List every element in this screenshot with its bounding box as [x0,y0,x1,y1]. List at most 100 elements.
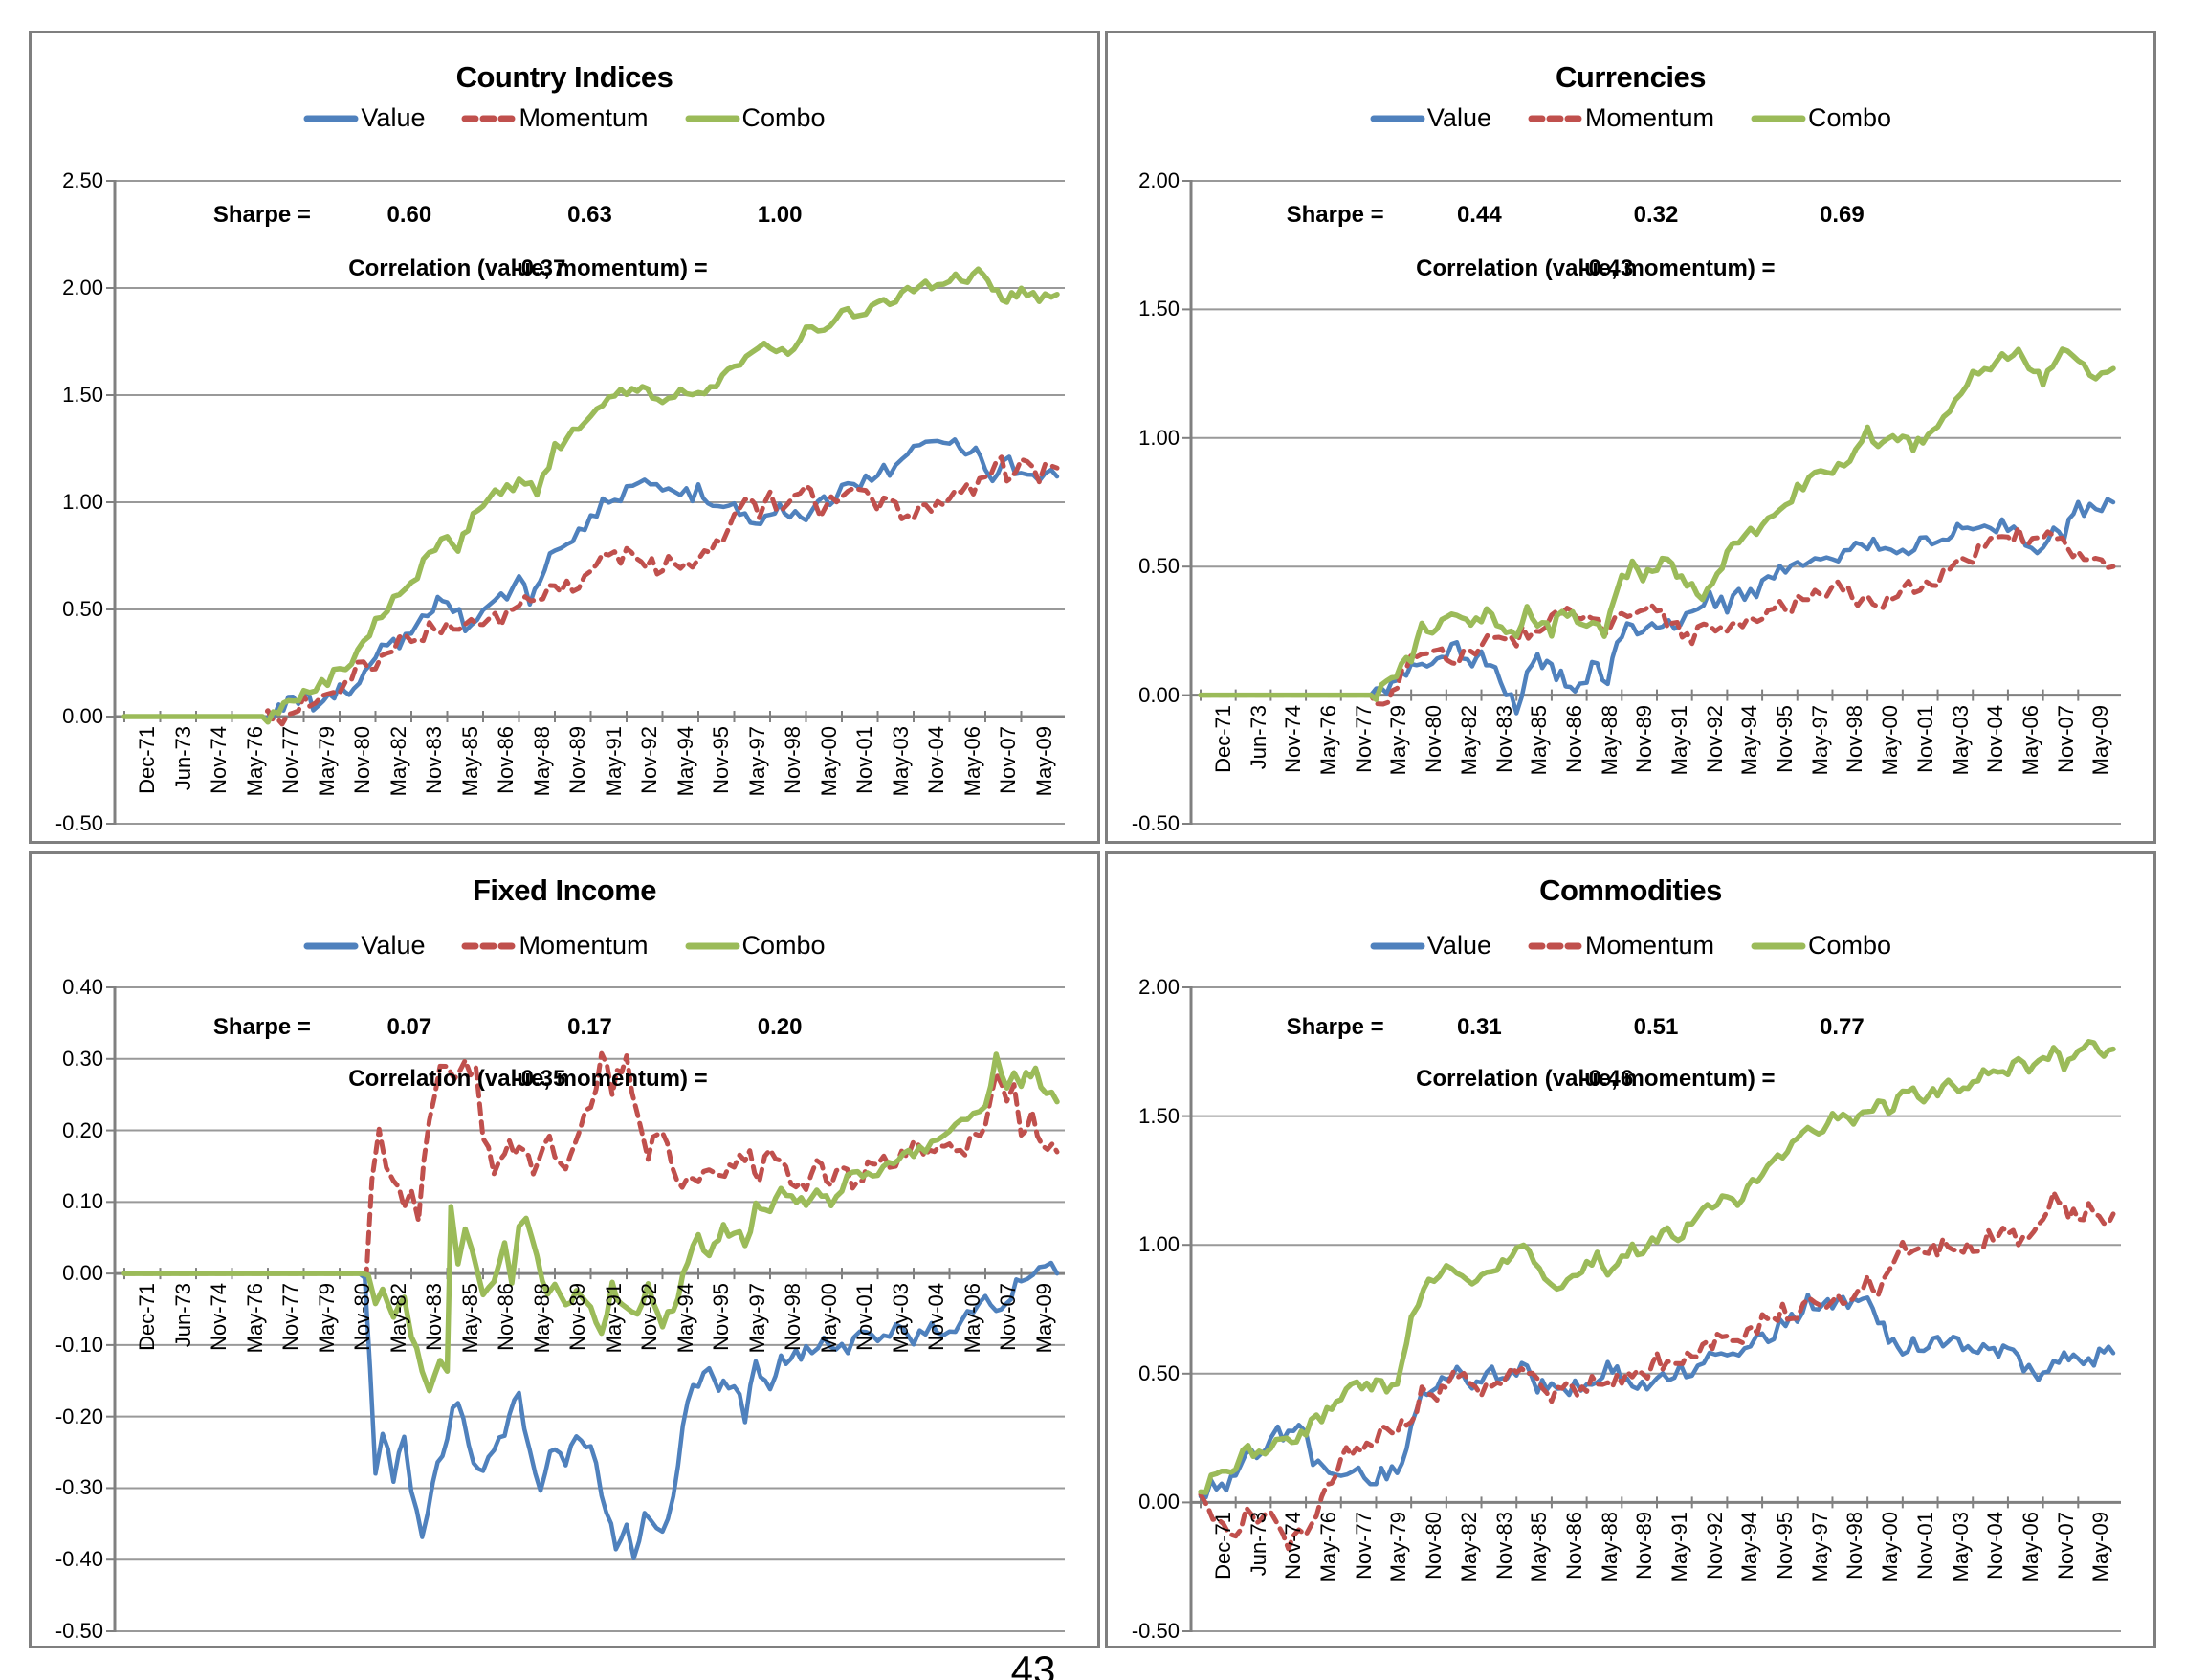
x-tick-label: May-88 [529,726,554,797]
x-tick-label: Jun-73 [1246,1512,1270,1577]
sharpe-value-momentum: 0.51 [1633,1014,1679,1040]
x-tick-label: May-76 [1316,1512,1341,1582]
x-tick-label: Nov-92 [1702,1512,1727,1581]
x-tick-label: May-09 [1031,726,1056,797]
legend-label: Momentum [519,931,649,960]
series-line-value [1198,1293,2116,1500]
legend-combo-line-swatch [685,942,740,949]
x-tick-label: May-85 [1527,1512,1552,1582]
y-tick-label: -0.50 [1131,811,1180,835]
chart-panel-commodities: Commodities Value Momentum Combo 2.00 1.50 1.0… [1105,851,2156,1648]
chart-panel-currencies: Currencies Value Momentum Combo 2.00 1.50 1.00… [1105,31,2156,844]
sharpe-value-momentum: 0.32 [1633,202,1679,228]
x-tick-label: Nov-77 [1351,704,1376,773]
legend-item-momentum: Momentum [461,931,649,961]
x-tick-label: Nov-83 [1491,704,1516,773]
x-tick-label: May-09 [1031,1283,1056,1354]
sharpe-value-value: 0.44 [1456,202,1502,228]
x-tick-label: Nov-95 [1773,704,1798,773]
x-tick-label: May-06 [2018,704,2042,775]
x-tick-label: May-94 [1737,1512,1762,1582]
x-tick-label: May-97 [744,726,769,797]
x-tick-label: Nov-07 [996,726,1020,794]
y-tick-label: 0.20 [62,1117,103,1142]
x-tick-label: May-06 [960,1283,984,1354]
series-line-momentum [121,454,1060,727]
x-tick-label: Nov-07 [2053,704,2078,773]
x-tick-label: May-00 [816,726,841,797]
y-tick-label: 1.00 [1138,1232,1180,1257]
x-tick-label: Jun-73 [170,1283,195,1348]
x-tick-label: Nov-74 [1281,704,1306,773]
legend-item-value: Value [303,931,425,961]
x-tick-label: Nov-89 [1632,704,1657,773]
legend-label: Value [1426,103,1491,132]
correlation-label: Correlation (value, momentum) = [348,255,708,281]
y-tick-label: 0.10 [62,1189,103,1214]
y-tick-label: 0.50 [1138,554,1180,579]
y-tick-label: 1.00 [62,490,103,514]
legend-value-line-swatch [1370,115,1425,122]
x-tick-label: Jun-73 [1246,704,1270,769]
x-tick-label: Nov-83 [422,726,446,794]
y-tick-label: 1.50 [62,383,103,407]
series-line-combo [1198,1039,2116,1495]
chart-legend: Value Momentum Combo [32,103,1097,133]
x-tick-label: Nov-83 [422,1283,446,1352]
legend-combo-line-swatch [685,115,740,122]
x-tick-label: May-79 [314,726,339,797]
x-tick-label: May-79 [1386,704,1411,775]
y-tick-label: 0.40 [62,975,103,999]
y-tick-label: 0.50 [62,597,103,621]
legend-item-value: Value [1370,931,1491,961]
correlation-label: Correlation (value, momentum) = [348,1066,708,1092]
correlation-label: Correlation (value, momentum) = [1416,255,1776,281]
legend-label: Momentum [1584,103,1715,132]
series-line-combo [121,1051,1060,1394]
y-tick-label: 0.30 [62,1046,103,1071]
x-tick-label: May-88 [1597,704,1622,775]
sharpe-annotation: Sharpe = 0.60 0.63 1.00 [115,202,1065,231]
legend-value-line-swatch [303,115,359,122]
y-tick-label: -0.30 [55,1475,103,1500]
legend-item-combo: Combo [685,103,826,133]
x-tick-label: May-88 [529,1283,554,1354]
x-tick-label: Nov-74 [207,726,231,794]
series-line-combo [1198,346,2116,702]
y-tick-label: 1.50 [1138,1103,1180,1128]
y-tick-label: -0.10 [55,1332,103,1357]
y-tick-label: -0.50 [55,811,103,835]
series-line-momentum [1198,524,2116,707]
x-tick-label: Nov-95 [1773,1512,1798,1581]
x-tick-label: May-88 [1597,1512,1622,1582]
x-tick-label: May-03 [888,726,913,797]
x-tick-label: May-94 [1737,704,1762,775]
x-tick-label: Nov-01 [852,1283,876,1352]
x-tick-label: Nov-07 [996,1283,1020,1352]
x-tick-label: Nov-04 [924,1283,948,1352]
y-tick-label: -0.50 [1131,1619,1180,1643]
x-tick-label: Nov-07 [2053,1512,2078,1581]
x-tick-label: Nov-98 [1843,1512,1867,1581]
chart-title: Commodities [1539,873,1722,907]
x-tick-label: Nov-83 [1491,1512,1516,1581]
chart-title: Country Indices [455,60,673,94]
x-tick-label: May-06 [960,726,984,797]
x-tick-label: Nov-89 [565,726,589,794]
chart-panel-country-indices: Country Indices Value Momentum Combo 2.50 2.0… [29,31,1100,844]
chart-panel-fixed-income: Fixed Income Value Momentum Combo 0.40 0.30 0.… [29,851,1100,1648]
x-tick-label: Nov-74 [207,1283,231,1352]
x-tick-label: May-82 [1456,704,1481,775]
legend-label: Value [1426,931,1491,960]
sharpe-label: Sharpe = [1286,202,1384,228]
legend-label: Combo [741,931,826,960]
x-tick-label: May-00 [816,1283,841,1354]
sharpe-value-value: 0.07 [386,1014,432,1040]
correlation-value: -0.35 [513,1066,566,1092]
x-tick-label: May-85 [457,1283,482,1354]
series-line-value [1198,497,2116,716]
chart-legend: Value Momentum Combo [1108,931,2153,961]
y-tick-label: 0.00 [62,704,103,728]
y-tick-label: 2.00 [62,276,103,299]
